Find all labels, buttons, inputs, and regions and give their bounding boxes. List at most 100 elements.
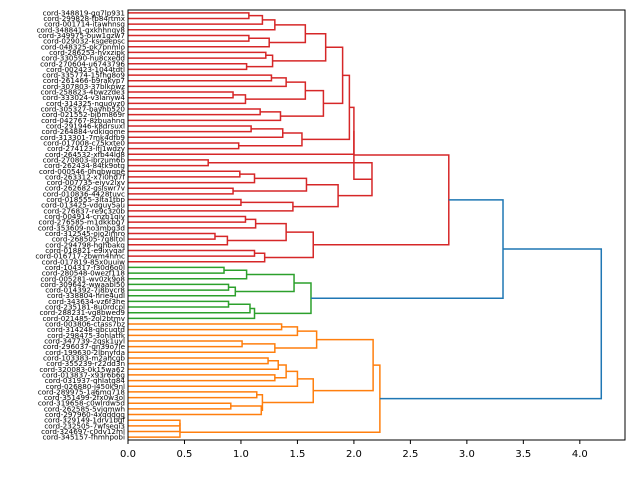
leaf-label: cord-268505-7g8ltol: [52, 235, 125, 244]
link-l3: [128, 427, 181, 438]
link-a9: [353, 130, 372, 180]
leaf-label: cord-004914-cnzb1qiv: [44, 212, 125, 221]
dendrogram-links: [128, 12, 603, 438]
leaf-label: cord-319658-c0wlrdw5d: [38, 399, 125, 408]
link-f3: [128, 173, 256, 184]
link-g8: [264, 231, 314, 259]
leaf-label: cord-309642-wwaabl50: [40, 280, 125, 289]
link-f7: [128, 201, 294, 212]
leaf-label: cord-007735-eiyv2lxv: [47, 178, 126, 187]
link-d6: [128, 108, 261, 116]
leaf-label: cord-013837-x93r6b6g: [42, 370, 125, 379]
leaf-label: cord-232505-7wfseqi3: [44, 421, 125, 430]
leaf-label: cord-001714-itawhnsg: [44, 20, 125, 29]
link-d5: [245, 81, 307, 100]
leaf-label: cord-307803-37blkpwz: [43, 82, 126, 91]
leaf-label: cord-324697-c0dv12ml: [41, 427, 125, 436]
x-tick-label: 3.0: [459, 449, 475, 460]
link-f9: [208, 162, 373, 197]
leaf-label: cord-261466-b9rakyp7: [43, 76, 125, 85]
leaf-label: cord-005281-wv0zk9o8: [40, 274, 125, 283]
link-f4: [128, 187, 234, 195]
leaf-label: cord-312545-ojo2imro: [45, 229, 125, 238]
leaf-label: cord-297960-4xqddgg: [45, 410, 125, 419]
link-g3: [128, 232, 216, 240]
link-i2: [128, 326, 299, 337]
leaf-label: cord-018821-e9ixvqar: [45, 246, 125, 255]
link-a5: [272, 32, 327, 62]
x-tick-label: 2.5: [402, 449, 418, 460]
link-h3: [128, 283, 230, 291]
leaf-label: cord-305327-bayhb520: [41, 105, 126, 114]
leaf-label: cord-014392-7j8bycr8: [45, 286, 125, 295]
leaf-label: cord-017008-c75kxte0: [43, 138, 125, 147]
x-tick-label: 1.5: [289, 449, 305, 460]
link-e1: [128, 125, 252, 133]
link-c3: [246, 54, 274, 68]
link-d3: [128, 91, 234, 99]
link-i3: [128, 340, 243, 348]
leaf-label: cord-042767-8zbuahnq: [41, 116, 125, 125]
link-k1: [128, 391, 258, 399]
link-l2: [128, 423, 181, 433]
leaf-label: cord-235181-8u0rdcpl: [45, 303, 125, 312]
link-f2: [128, 170, 241, 178]
link-d7: [128, 111, 282, 122]
link-g6: [128, 249, 256, 257]
leaf-label: cord-314248-qbcuqtd: [47, 325, 125, 334]
link-e3: [128, 142, 240, 150]
link-h6: [128, 300, 230, 308]
link-O1: [313, 338, 374, 392]
link-e2: [128, 128, 284, 139]
leaf-label: cord-333024-v3lanyw4: [42, 93, 125, 102]
link-j4: [274, 364, 287, 379]
leaf-label: cord-348841-gxkhhnqy8: [37, 25, 126, 34]
link-l1: [128, 419, 181, 427]
x-tick-label: 3.5: [515, 449, 531, 460]
leaf-label: cord-296037-gn39o7le: [43, 342, 126, 351]
leaf-label: cord-029032-ksqeepsc: [43, 37, 125, 46]
plot-frame: [127, 9, 626, 441]
link-d8: [280, 89, 325, 117]
link-f8: [292, 183, 339, 208]
link-g1: [128, 215, 247, 223]
leaf-label: cord-320083-0k15wa62: [39, 365, 125, 374]
link-R: [313, 154, 450, 246]
link-f1: [128, 159, 209, 167]
leaf-label: cord-263312-x7i0hd7f: [45, 172, 125, 181]
leaf-label: cord-353609-no3mbg3d: [38, 223, 125, 232]
leaf-label: cord-330590-hu8cxedd: [41, 54, 125, 63]
leaf-label: cord-276585-m1dkkbg7: [38, 218, 125, 227]
leaf-label: cord-313301-7mk4dfb9: [40, 133, 125, 142]
leaf-label: cord-286253-hvxzipk: [49, 48, 126, 57]
x-tick-label: 0.5: [177, 449, 193, 460]
leaf-label: cord-021552-bjbm869r: [42, 110, 125, 119]
leaf-label: cord-280548-0wezf118: [42, 269, 126, 278]
leaf-label: cord-104317-f30d6o0l: [45, 263, 125, 272]
link-g2: [128, 218, 257, 229]
link-k2: [128, 402, 232, 410]
link-a1: [128, 12, 250, 20]
leaf-label: cord-291946-k8drsuxl: [46, 121, 125, 130]
link-d4: [128, 94, 247, 105]
link-i4: [128, 343, 276, 354]
leaf-label: cord-262682-gsiswr7v: [45, 184, 126, 193]
link-h8: [128, 307, 256, 320]
link-f6: [128, 198, 242, 206]
link-g4: [128, 235, 229, 246]
link-h4: [128, 286, 237, 297]
leaf-label: cord-002423-1044tdtl: [46, 65, 125, 74]
leaf-label: cord-338804-hrie4udl: [47, 291, 125, 300]
leaf-label: cord-288231-vg8bwed9: [39, 308, 125, 317]
leaf-label: cord-103383-m2ahcgb: [43, 353, 125, 362]
leaf-label: cord-026880-j450k9nl: [46, 382, 125, 391]
link-h5: [235, 273, 295, 293]
link-d2: [128, 77, 287, 88]
link-h2: [128, 269, 248, 280]
link-j1: [128, 357, 269, 365]
leaf-label: cord-021485-2ol2btmv: [42, 314, 125, 323]
link-b2: [128, 37, 270, 48]
link-a2: [128, 14, 264, 25]
leaf-label: cord-258823-4bwzzde3: [41, 88, 125, 97]
leaf-label: cord-329149-1drv1bgf: [44, 416, 125, 425]
